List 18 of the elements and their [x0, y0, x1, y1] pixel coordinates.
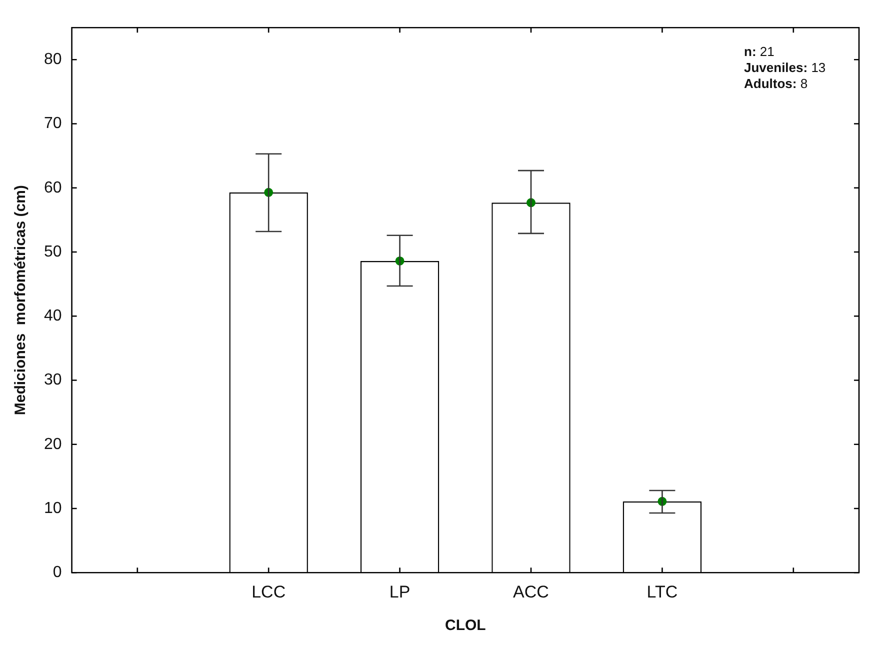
y-tick-label: 40 [44, 308, 62, 325]
y-tick-label: 30 [44, 372, 62, 389]
y-tick-label: 60 [44, 179, 62, 196]
x-tick-label: LTC [646, 582, 678, 602]
x-tick-label: ACC [513, 582, 549, 602]
y-tick-label: 10 [44, 500, 62, 517]
y-tick-label: 0 [52, 564, 62, 582]
y-axis-title: Mediciones morfométricas (cm) [12, 185, 30, 416]
x-tick-label: LP [389, 582, 410, 602]
y-tick-label: 70 [44, 115, 62, 132]
y-tick-label: 20 [44, 436, 62, 453]
x-axis-title: CLOL [444, 617, 486, 634]
y-tick-label: 50 [44, 243, 62, 260]
annotation: Adultos: 8 [744, 76, 808, 92]
annotation: Juveniles: 13 [744, 60, 826, 76]
x-tick-label: LCC [252, 582, 286, 602]
annotation: n: 21 [744, 44, 774, 60]
y-tick-label: 80 [44, 51, 62, 68]
